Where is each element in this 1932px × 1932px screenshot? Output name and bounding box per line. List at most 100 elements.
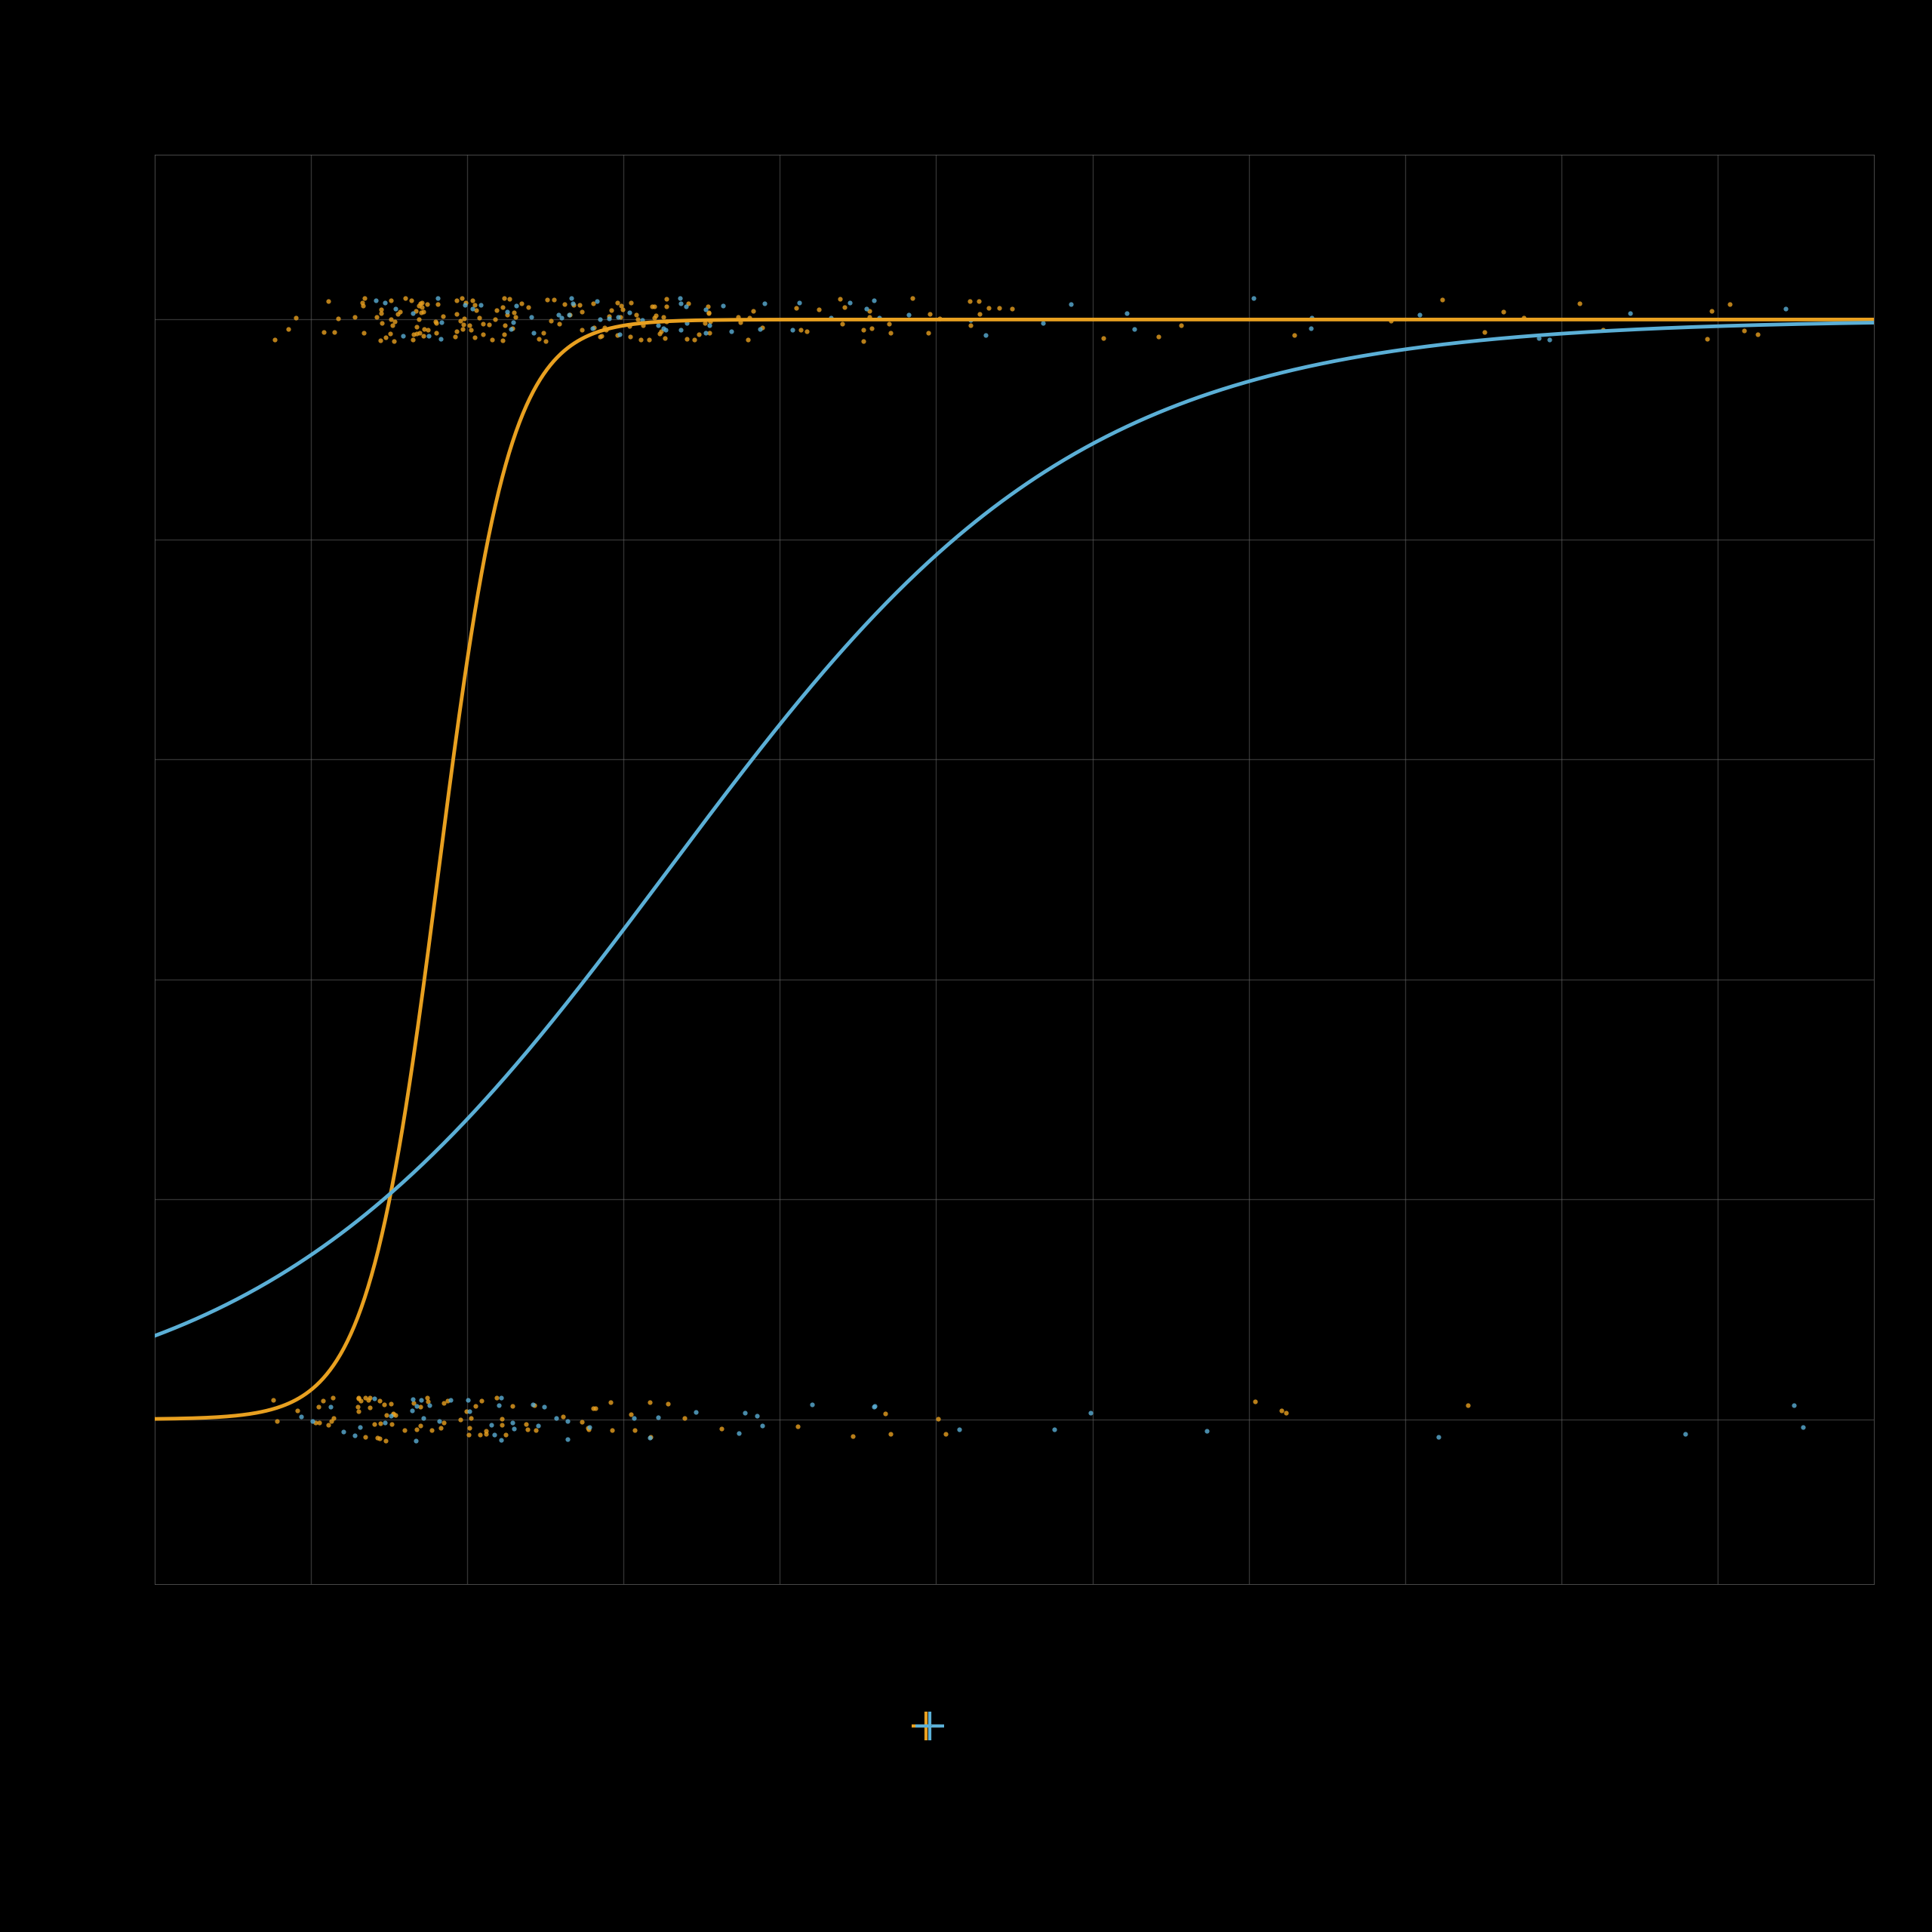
Point <box>893 299 923 330</box>
Point <box>396 286 427 317</box>
Point <box>1509 301 1540 332</box>
Point <box>365 325 396 355</box>
Point <box>790 315 821 346</box>
Point <box>444 305 475 336</box>
Point <box>1777 1389 1808 1420</box>
Point <box>672 307 703 338</box>
Point <box>558 290 589 321</box>
Point <box>837 1420 867 1451</box>
Point <box>365 1408 396 1439</box>
Point <box>531 325 562 355</box>
Point <box>495 284 526 315</box>
Point <box>618 1414 649 1445</box>
Point <box>1488 296 1519 327</box>
Point <box>402 1391 433 1422</box>
Point <box>406 292 437 323</box>
Point <box>777 315 808 346</box>
Point <box>402 1414 433 1445</box>
Point <box>690 294 721 325</box>
Point <box>425 307 456 338</box>
Point <box>446 282 477 313</box>
Point <box>456 1403 487 1434</box>
Point <box>850 294 881 325</box>
Point <box>734 303 765 334</box>
Point <box>1729 315 1760 346</box>
Point <box>388 1414 419 1445</box>
Point <box>452 1397 483 1428</box>
Point <box>597 1414 628 1445</box>
Point <box>497 313 527 344</box>
Point <box>1111 298 1142 328</box>
Point <box>804 294 835 325</box>
Point <box>423 1406 454 1437</box>
Point <box>520 1389 551 1420</box>
Point <box>340 1420 371 1451</box>
Point <box>406 288 437 319</box>
Point <box>404 303 435 334</box>
Point <box>595 1387 626 1418</box>
Point <box>732 325 763 355</box>
Point <box>549 1401 580 1432</box>
Point <box>653 1387 684 1418</box>
Point <box>429 1387 460 1418</box>
Point <box>487 325 518 355</box>
Point <box>1119 313 1150 344</box>
Point <box>983 292 1014 323</box>
Point <box>398 319 429 350</box>
Point <box>361 284 392 315</box>
Point <box>1074 1397 1105 1428</box>
Point <box>350 282 381 313</box>
Point <box>487 1403 518 1434</box>
Point <box>1294 313 1325 344</box>
Point <box>429 1406 460 1437</box>
Point <box>564 290 595 321</box>
Point <box>361 1422 392 1453</box>
Point <box>398 325 429 355</box>
Point <box>607 294 638 325</box>
Point <box>914 298 945 328</box>
Point <box>520 1414 551 1445</box>
Point <box>1165 309 1196 340</box>
Point <box>299 1406 330 1437</box>
Point <box>313 286 344 317</box>
Point <box>346 1385 377 1416</box>
Point <box>315 1391 346 1422</box>
Point <box>1238 282 1269 313</box>
Point <box>377 1399 408 1430</box>
Point <box>873 309 904 340</box>
Point <box>684 319 715 350</box>
Point <box>670 290 701 321</box>
Point <box>456 294 487 325</box>
Point <box>259 325 290 355</box>
Point <box>313 1410 344 1441</box>
Point <box>825 284 856 315</box>
Point <box>694 317 724 348</box>
Point <box>549 288 580 319</box>
Point <box>601 319 632 350</box>
Point <box>954 305 985 336</box>
Point <box>375 303 406 334</box>
Point <box>582 286 612 317</box>
Point <box>929 1418 960 1449</box>
Point <box>690 317 721 348</box>
Point <box>1468 317 1499 348</box>
Point <box>668 1403 699 1434</box>
Point <box>377 1408 408 1439</box>
Point <box>369 288 400 319</box>
Point <box>665 288 696 319</box>
Point <box>639 299 670 330</box>
Point <box>566 315 597 346</box>
Point <box>547 303 578 334</box>
Point <box>491 1420 522 1451</box>
Point <box>348 290 379 321</box>
Point <box>997 294 1028 325</box>
Point <box>742 1401 773 1432</box>
Point <box>784 288 815 319</box>
Point <box>974 292 1005 323</box>
Point <box>1028 307 1059 338</box>
Point <box>460 290 491 321</box>
Point <box>744 313 775 344</box>
Point <box>404 317 435 348</box>
Point <box>858 1391 889 1422</box>
Point <box>854 296 885 327</box>
